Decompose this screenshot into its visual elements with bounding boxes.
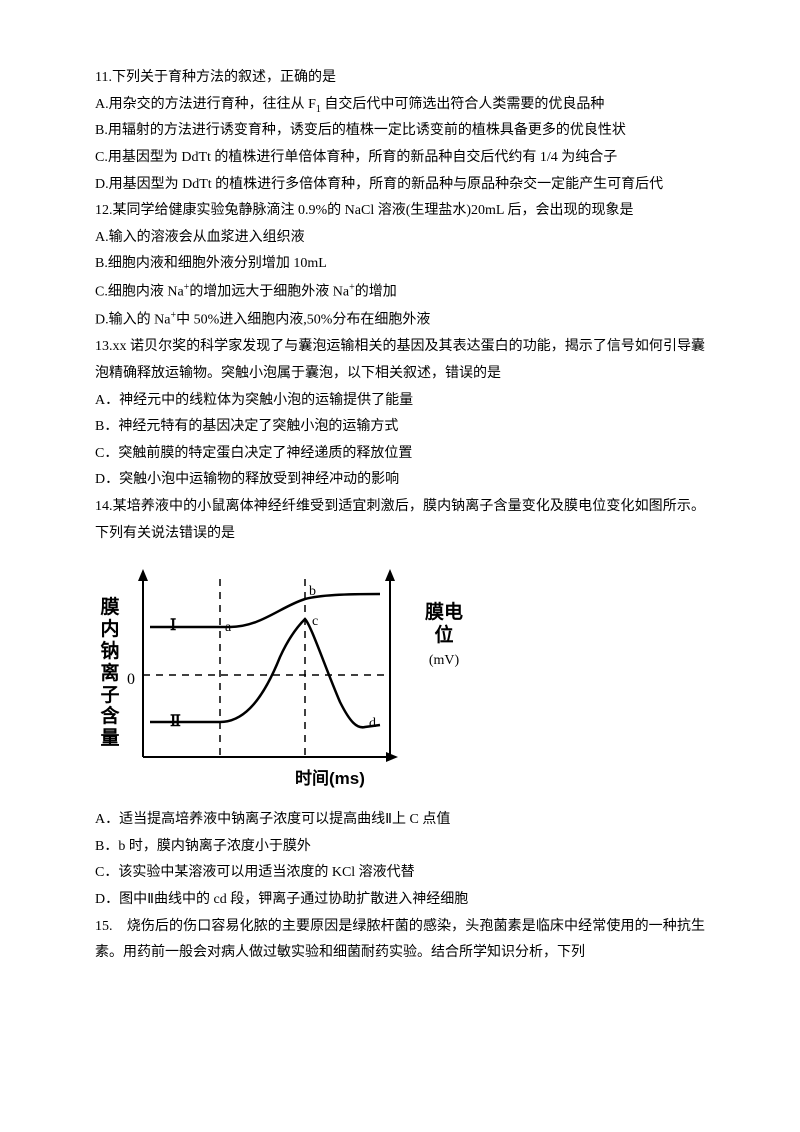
q15-stem: 15. 烧伤后的伤口容易化脓的主要原因是绿脓杆菌的感染，头孢菌素是临床中经常使用…	[95, 914, 705, 967]
chart-bg	[95, 557, 465, 797]
q12-c-head: C.细胞内液 Na	[95, 285, 184, 300]
q12-b: B.细胞内液和细胞外液分别增加 10mL	[95, 251, 705, 278]
q11-a-tail: 自交后代中可筛选出符合人类需要的优良品种	[321, 97, 605, 112]
series2-label: Ⅱ	[170, 707, 181, 737]
q14-a: A．适当提高培养液中钠离子浓度可以提高曲线Ⅱ上 C 点值	[95, 807, 705, 834]
y-right-unit: (mV)	[429, 653, 459, 668]
q12-c-mid: 的增加远大于细胞外液 Na	[189, 285, 349, 300]
chart-svg	[95, 557, 465, 797]
q13-stem: 13.xx 诺贝尔奖的科学家发现了与囊泡运输相关的基因及其表达蛋白的功能，揭示了…	[95, 334, 705, 387]
y-right-1: 膜电	[425, 602, 463, 623]
q12-c: C.细胞内液 Na+的增加远大于细胞外液 Na+的增加	[95, 278, 705, 306]
q11-a-head: A.用杂交的方法进行育种，往往从 F	[95, 97, 316, 112]
q12-d: D.输入的 Na+中 50%进入细胞内液,50%分布在细胞外液	[95, 306, 705, 334]
q11-d: D.用基因型为 DdTt 的植株进行多倍体育种，所育的新品种与原品种杂交一定能产…	[95, 172, 705, 199]
q13-d: D．突触小泡中运输物的释放受到神经冲动的影响	[95, 467, 705, 494]
q13-a: A．神经元中的线粒体为突触小泡的运输提供了能量	[95, 388, 705, 415]
q12-c-tail: 的增加	[355, 285, 397, 300]
q12-d-tail: 中 50%进入细胞内液,50%分布在细胞外液	[176, 313, 430, 328]
q12-stem: 12.某同学给健康实验兔静脉滴注 0.9%的 NaCl 溶液(生理盐水)20mL…	[95, 198, 705, 225]
x-axis-label: 时间(ms)	[295, 763, 365, 795]
q11-b: B.用辐射的方法进行诱变育种，诱变后的植株一定比诱变前的植株具备更多的优良性状	[95, 118, 705, 145]
series1-label: Ⅰ	[170, 611, 176, 641]
exam-page: 11.下列关于育种方法的叙述，正确的是 A.用杂交的方法进行育种，往往从 F1 …	[0, 0, 800, 1007]
q14-stem: 14.某培养液中的小鼠离体神经纤维受到适宜刺激后，膜内钠离子含量变化及膜电位变化…	[95, 494, 705, 547]
zero-label: 0	[127, 665, 135, 695]
q11-a: A.用杂交的方法进行育种，往往从 F1 自交后代中可筛选出符合人类需要的优良品种	[95, 92, 705, 119]
point-b: b	[309, 579, 316, 606]
q11-stem: 11.下列关于育种方法的叙述，正确的是	[95, 65, 705, 92]
q14-figure: 膜内钠离子含量 膜电 位 (mV) 时间(ms) 0 Ⅰ	[95, 557, 465, 797]
q14-d: D．图中Ⅱ曲线中的 cd 段，钾离子通过协助扩散进入神经细胞	[95, 887, 705, 914]
q13-c: C．突触前膜的特定蛋白决定了神经递质的释放位置	[95, 441, 705, 468]
y-right-2: 位	[434, 625, 453, 646]
q11-c: C.用基因型为 DdTt 的植株进行单倍体育种，所育的新品种自交后代约有 1/4…	[95, 145, 705, 172]
q12-a: A.输入的溶液会从血浆进入组织液	[95, 225, 705, 252]
y-axis-right-label: 膜电 位 (mV)	[425, 602, 463, 670]
q12-d-head: D.输入的 Na	[95, 313, 170, 328]
q14-b: B．b 时，膜内钠离子浓度小于膜外	[95, 834, 705, 861]
point-d: d	[369, 711, 376, 738]
q14-c: C．该实验中某溶液可以用适当浓度的 KCl 溶液代替	[95, 860, 705, 887]
point-c: c	[312, 609, 318, 636]
q13-b: B．神经元特有的基因决定了突触小泡的运输方式	[95, 414, 705, 441]
y-axis-left-label: 膜内钠离子含量	[99, 597, 121, 750]
point-a: a	[225, 615, 231, 642]
